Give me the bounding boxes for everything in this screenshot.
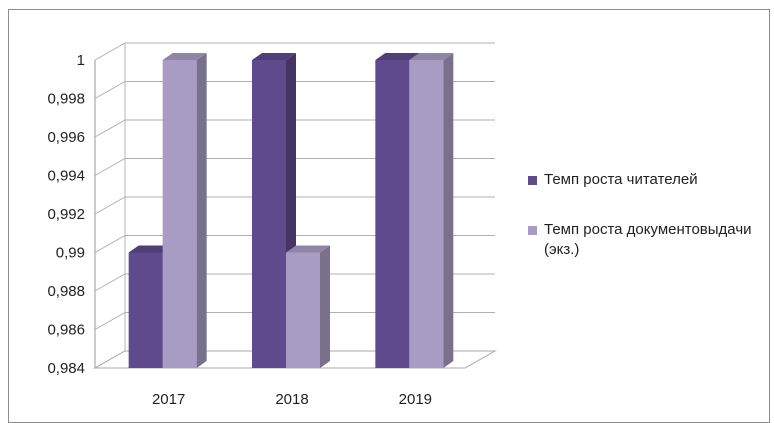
legend-swatch-series-2 — [528, 226, 537, 235]
bar-front — [252, 60, 286, 368]
x-tick-label: 2017 — [152, 391, 185, 408]
legend-label-series-2: Темп роста документовыдачи (экз.) — [544, 220, 768, 260]
bar-side — [443, 53, 453, 368]
legend-item-series-2: Темп роста документовыдачи (экз.) — [528, 220, 768, 260]
legend-swatch-series-1 — [528, 176, 537, 185]
y-tick-label: 0,986 — [47, 322, 85, 339]
y-tick-label: 0,988 — [47, 283, 85, 300]
bar-side — [197, 53, 207, 368]
bar-front — [163, 60, 197, 368]
x-tick-label: 2019 — [399, 391, 432, 408]
legend-item-series-1: Темп роста читателей — [528, 170, 768, 190]
legend: Темп роста читателей Темп роста документ… — [528, 170, 768, 290]
y-tick-label: 0,996 — [47, 129, 85, 146]
bar-front — [129, 253, 163, 369]
bar-front — [375, 60, 409, 368]
y-tick-label: 0,992 — [47, 206, 85, 223]
bar-front — [409, 60, 443, 368]
y-tick-label: 0,994 — [47, 168, 85, 185]
x-tick-label: 2018 — [275, 391, 308, 408]
legend-label-series-1: Темп роста читателей — [544, 170, 698, 190]
y-tick-label: 0,99 — [56, 245, 85, 262]
y-tick-label: 0,998 — [47, 91, 85, 108]
y-tick-label: 1 — [77, 52, 85, 69]
bar-front — [286, 253, 320, 369]
y-tick-label: 0,984 — [47, 360, 85, 377]
bar-side — [320, 246, 330, 369]
